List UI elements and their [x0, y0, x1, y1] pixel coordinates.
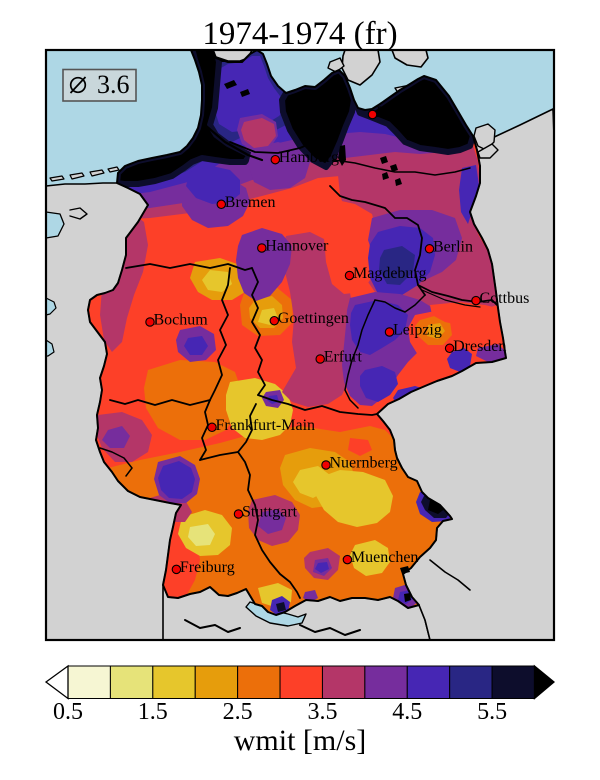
svg-text:0.5: 0.5	[53, 699, 83, 725]
svg-text:wmit [m/s]: wmit [m/s]	[234, 724, 367, 757]
svg-text:Leipzig: Leipzig	[393, 322, 442, 339]
svg-text:4.5: 4.5	[392, 699, 422, 725]
svg-text:Bochum: Bochum	[154, 312, 209, 329]
svg-text:Freiburg: Freiburg	[180, 559, 235, 576]
svg-text:Stuttgart: Stuttgart	[242, 504, 298, 521]
svg-text:1974-1974 (fr): 1974-1974 (fr)	[202, 16, 397, 52]
svg-text:Hamburg: Hamburg	[279, 149, 339, 166]
svg-text:Muenchen: Muenchen	[351, 549, 419, 566]
svg-text:Dresden: Dresden	[453, 338, 506, 355]
svg-text:Rostock: Rostock	[376, 104, 428, 121]
svg-text:2.5: 2.5	[223, 699, 253, 725]
svg-text:3.6: 3.6	[97, 70, 130, 99]
svg-text:Magdeburg: Magdeburg	[353, 265, 426, 282]
svg-text:Bremen: Bremen	[225, 194, 276, 211]
svg-text:Hannover: Hannover	[265, 238, 329, 255]
svg-text:Berlin: Berlin	[433, 238, 473, 255]
svg-text:3.5: 3.5	[308, 699, 338, 725]
svg-text:Erfurt: Erfurt	[324, 349, 363, 366]
svg-text:Frankfurt-Main: Frankfurt-Main	[216, 417, 316, 434]
svg-text:5.5: 5.5	[477, 699, 507, 725]
svg-text:Goettingen: Goettingen	[278, 310, 349, 327]
svg-text:Cottbus: Cottbus	[480, 290, 530, 307]
svg-text:1.5: 1.5	[138, 699, 168, 725]
svg-text:Nuernberg: Nuernberg	[330, 455, 398, 472]
